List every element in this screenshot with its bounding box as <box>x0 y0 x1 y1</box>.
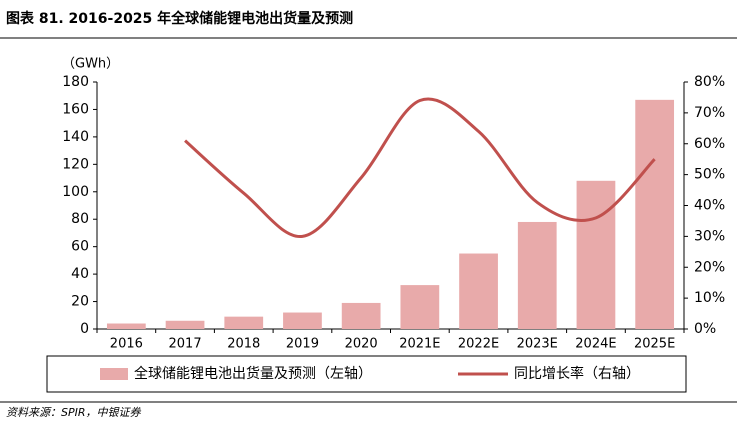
bar <box>400 285 440 329</box>
y2-tick-label: 30% <box>694 228 725 244</box>
bar <box>459 253 498 329</box>
line <box>184 97 656 238</box>
y-tick-label: 160 <box>62 101 89 117</box>
y2-tick-label: 80% <box>694 74 725 90</box>
y-tick-label: 140 <box>62 129 89 145</box>
y-tick-label: 120 <box>62 156 89 172</box>
chart-title: 图表 81. 2016-2025 年全球储能锂电池出货量及预测 <box>6 10 353 27</box>
y-tick-label: 80 <box>71 211 89 227</box>
x-tick-label: 2023E <box>517 337 558 352</box>
x-tick-label: 2017 <box>169 337 202 352</box>
x-tick-label: 2018 <box>227 337 260 352</box>
bar <box>517 221 557 329</box>
source: 资料来源：SPIR，中银证券 <box>6 406 142 419</box>
x-tick-label: 2021E <box>399 337 440 352</box>
legend-box <box>46 355 687 393</box>
bar <box>283 312 322 329</box>
bar <box>106 323 146 329</box>
y2-tick-label: 70% <box>694 105 725 121</box>
y2-tick-label: 60% <box>694 136 725 152</box>
legend-label: 同比增长率（右轴） <box>514 365 640 382</box>
y-tick-label: 60 <box>71 239 89 255</box>
y-tick-label: 100 <box>62 184 89 200</box>
bar <box>224 316 264 329</box>
bar <box>576 180 616 329</box>
y2-tick-label: 40% <box>694 198 725 214</box>
bar <box>341 302 381 329</box>
y2-tick-label: 50% <box>694 167 725 183</box>
y-tick-label: 180 <box>62 74 89 90</box>
y2-tick-label: 20% <box>694 259 725 275</box>
bar <box>635 99 675 329</box>
x-tick-label: 2022E <box>458 337 499 352</box>
x-tick-label: 2025E <box>634 337 675 352</box>
y-tick-label: 0 <box>80 321 89 337</box>
y-tick-label: 40 <box>71 266 89 282</box>
x-tick-label: 2024E <box>575 337 616 352</box>
y2-tick-label: 10% <box>694 290 725 306</box>
bar <box>165 320 205 329</box>
y2-tick-label: 0% <box>694 321 716 337</box>
legend-label: 全球储能锂电池出货量及预测（左轴） <box>134 365 372 382</box>
x-tick-label: 2020 <box>345 337 378 352</box>
y-tick-label: 20 <box>71 294 89 310</box>
y-axis-label: （GWh） <box>62 57 119 72</box>
x-tick-label: 2016 <box>110 337 143 352</box>
x-tick-label: 2019 <box>286 337 319 352</box>
legend-swatch <box>100 368 128 380</box>
